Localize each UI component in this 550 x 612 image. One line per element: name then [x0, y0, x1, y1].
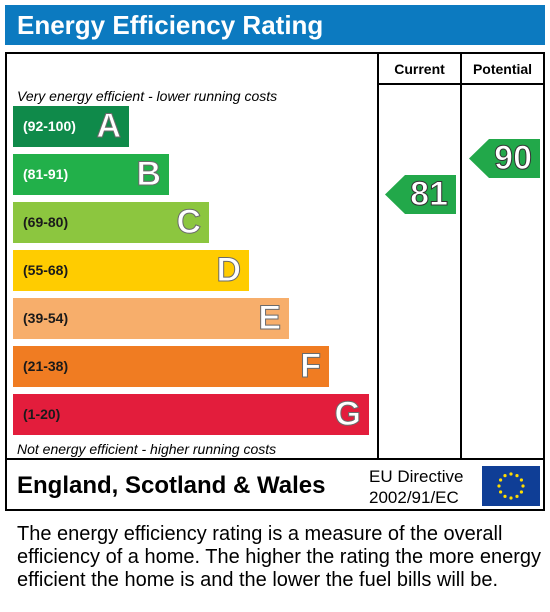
band-f-letter: F: [300, 347, 322, 386]
footer-divider: [7, 458, 543, 460]
band-a-letter: A: [96, 107, 122, 146]
band-d: (55-68) D: [13, 250, 249, 291]
band-b-range: (81-91): [23, 166, 69, 182]
page-title: Energy Efficiency Rating: [5, 5, 545, 45]
header-divider: [377, 83, 543, 85]
band-c-letter: C: [176, 203, 202, 242]
eu-directive-line1: EU Directive: [369, 467, 464, 486]
band-a: (92-100) A: [13, 106, 129, 147]
band-d-letter: D: [216, 251, 242, 290]
rating-table: Current Potential Very energy efficient …: [5, 52, 545, 511]
band-g-range: (1-20): [23, 406, 61, 422]
band-f-range: (21-38): [23, 358, 69, 374]
band-c: (69-80) C: [13, 202, 209, 243]
band-c-range: (69-80): [23, 214, 69, 230]
band-e-letter: E: [258, 299, 282, 338]
band-f: (21-38) F: [13, 346, 329, 387]
band-a-range: (92-100): [23, 118, 76, 134]
potential-rating-arrow: 90: [469, 139, 540, 178]
band-g: (1-20) G: [13, 394, 369, 435]
potential-column-divider: [460, 54, 462, 458]
top-note: Very energy efficient - lower running co…: [17, 88, 278, 104]
bottom-note: Not energy efficient - higher running co…: [17, 441, 277, 457]
current-column-divider: [377, 54, 379, 458]
band-e: (39-54) E: [13, 298, 289, 339]
band-g-letter: G: [334, 395, 361, 434]
band-b-letter: B: [136, 155, 162, 194]
rating-description: The energy efficiency rating is a measur…: [17, 523, 542, 591]
eu-directive-line2: 2002/91/EC: [369, 488, 459, 507]
eu-flag-icon: [482, 466, 540, 506]
country-label: England, Scotland & Wales: [17, 472, 326, 499]
eu-directive: EU Directive 2002/91/EC: [369, 466, 463, 508]
band-b: (81-91) B: [13, 154, 169, 195]
current-column-header: Current: [394, 61, 445, 77]
band-e-range: (39-54): [23, 310, 69, 326]
potential-column-header: Potential: [472, 61, 533, 77]
current-rating-arrow: 81: [385, 175, 456, 214]
band-d-range: (55-68): [23, 262, 69, 278]
